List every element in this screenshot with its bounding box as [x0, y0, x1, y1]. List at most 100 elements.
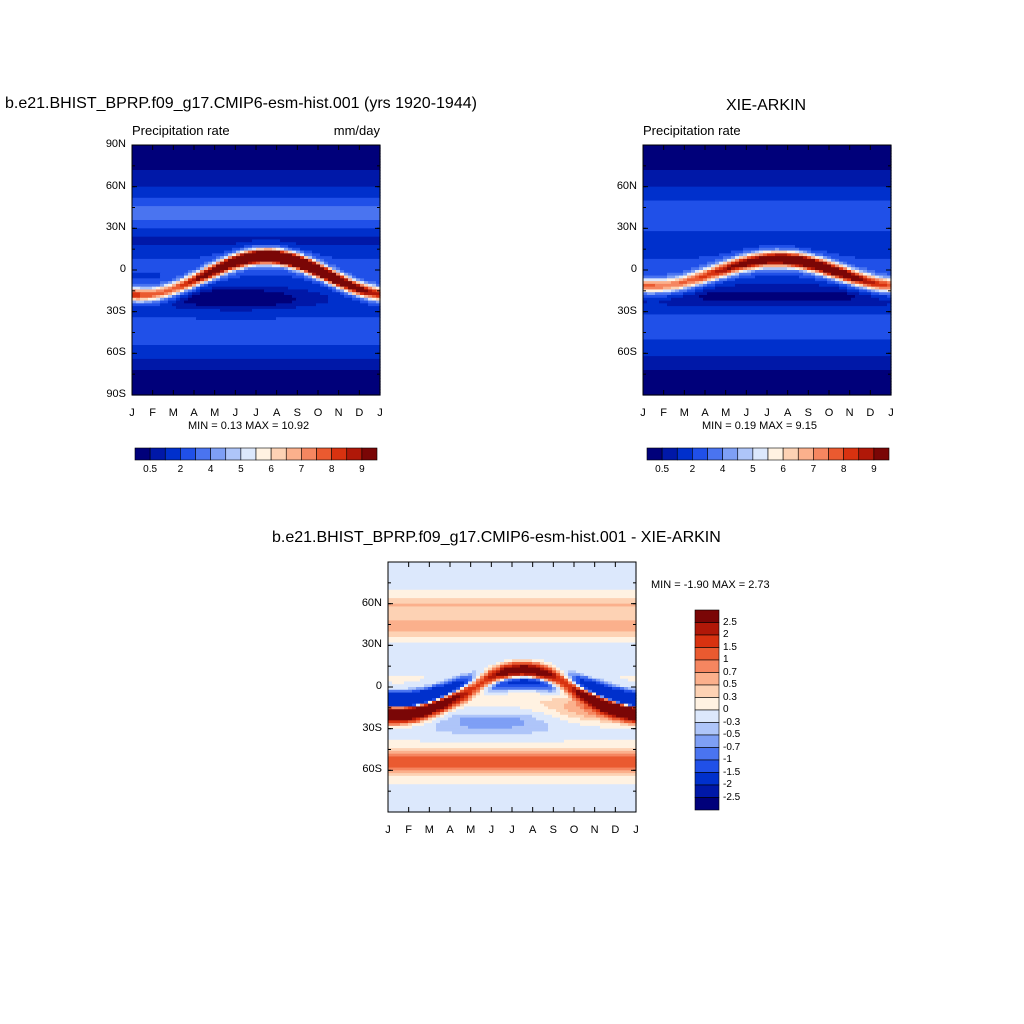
diff-cell	[444, 714, 453, 719]
model-cell	[332, 281, 353, 285]
model-cell	[172, 278, 177, 282]
model-colorbar-label: 7	[298, 464, 305, 475]
diff-cell	[408, 723, 413, 727]
obs-cell	[643, 300, 648, 304]
model-cell	[328, 264, 337, 268]
diff-cell	[544, 662, 553, 666]
model-cell	[244, 270, 289, 274]
model-cell	[184, 300, 293, 304]
diff-cell	[556, 687, 561, 691]
model-cell	[132, 278, 173, 282]
obs-cell	[643, 289, 664, 293]
model-cell	[232, 253, 237, 257]
obs-cell	[643, 322, 892, 327]
obs-cell	[643, 328, 892, 332]
diff-cell	[552, 662, 637, 666]
diff-cell	[428, 703, 449, 708]
obs-cell	[695, 270, 700, 274]
model-cell	[348, 278, 353, 282]
model-cell	[200, 292, 285, 296]
diff-cell	[572, 684, 577, 688]
diff-cell	[592, 675, 621, 680]
model-cell	[208, 275, 213, 279]
obs-cell	[735, 283, 820, 288]
model-colorbar-box	[134, 447, 151, 461]
model-cell	[328, 286, 333, 291]
obs-cell	[731, 270, 736, 274]
obs-cell	[643, 306, 892, 310]
obs-cell	[755, 267, 760, 271]
model-cell	[304, 272, 309, 277]
model-cell	[324, 283, 329, 288]
diff-cell	[388, 606, 637, 610]
diff-cell	[496, 664, 501, 669]
model-cell	[132, 245, 245, 249]
model-cell	[136, 289, 157, 293]
model-cell	[248, 267, 285, 271]
model-cell	[176, 278, 181, 282]
obs-cell	[759, 250, 764, 254]
model-cell	[360, 295, 365, 299]
obs-cell	[643, 372, 892, 377]
obs-cell	[643, 370, 892, 374]
diff-cell	[492, 684, 497, 688]
obs-cell	[643, 342, 892, 346]
diff-cell	[592, 692, 597, 696]
diff-cell	[388, 612, 637, 616]
obs-cell	[735, 270, 740, 274]
diff-cell	[480, 692, 485, 696]
diff-cell	[612, 717, 621, 721]
diff-cell	[460, 695, 465, 699]
obs-cell	[847, 261, 892, 266]
obs-cell	[827, 256, 832, 260]
obs-cell	[879, 275, 884, 279]
model-cell	[196, 283, 201, 288]
model-cell	[300, 247, 381, 252]
diff-cell	[560, 692, 565, 696]
obs-cell	[643, 253, 720, 257]
obs-cell	[831, 261, 836, 266]
obs-cell	[883, 278, 888, 282]
diff-cell	[520, 706, 549, 710]
diff-cell	[540, 700, 569, 705]
model-cell	[240, 250, 245, 254]
diff-cell	[472, 670, 477, 674]
obs-cell	[707, 270, 712, 274]
obs-cell	[867, 275, 872, 279]
obs-cell	[751, 267, 756, 271]
diff-cell	[568, 709, 585, 713]
model-cell	[224, 253, 229, 257]
diff-cell	[388, 775, 637, 780]
diff-cell	[576, 678, 581, 683]
diff-colorbar-label: -0.7	[723, 741, 741, 753]
diff-cell	[584, 703, 589, 708]
model-cell	[132, 189, 381, 193]
diff-cell	[468, 678, 473, 683]
model-cell	[352, 297, 361, 302]
obs-cell	[707, 283, 716, 288]
model-cell	[320, 283, 325, 288]
diff-colorbar-box	[694, 647, 720, 661]
obs-cell	[855, 281, 860, 285]
diff-colorbar-label: 0.7	[723, 666, 737, 678]
diff-cell	[612, 700, 617, 705]
model-ytick-label: 90N	[105, 138, 126, 150]
model-cell	[232, 247, 241, 252]
obs-cell	[839, 253, 892, 257]
obs-cell	[727, 258, 732, 263]
model-cell	[288, 267, 293, 271]
obs-cell	[847, 270, 852, 274]
obs-cell	[755, 264, 760, 268]
diff-cell	[388, 714, 425, 719]
obs-cell	[731, 275, 740, 279]
model-cell	[212, 258, 217, 263]
obs-cell	[643, 308, 892, 313]
diff-cell	[552, 670, 557, 674]
obs-cell	[643, 222, 892, 227]
diff-cell	[444, 695, 449, 699]
model-cell	[208, 270, 221, 274]
diff-colorbar-label: -2.5	[723, 791, 741, 803]
diff-cell	[552, 678, 565, 683]
diff-cell	[460, 687, 465, 691]
obs-cell	[643, 164, 892, 168]
